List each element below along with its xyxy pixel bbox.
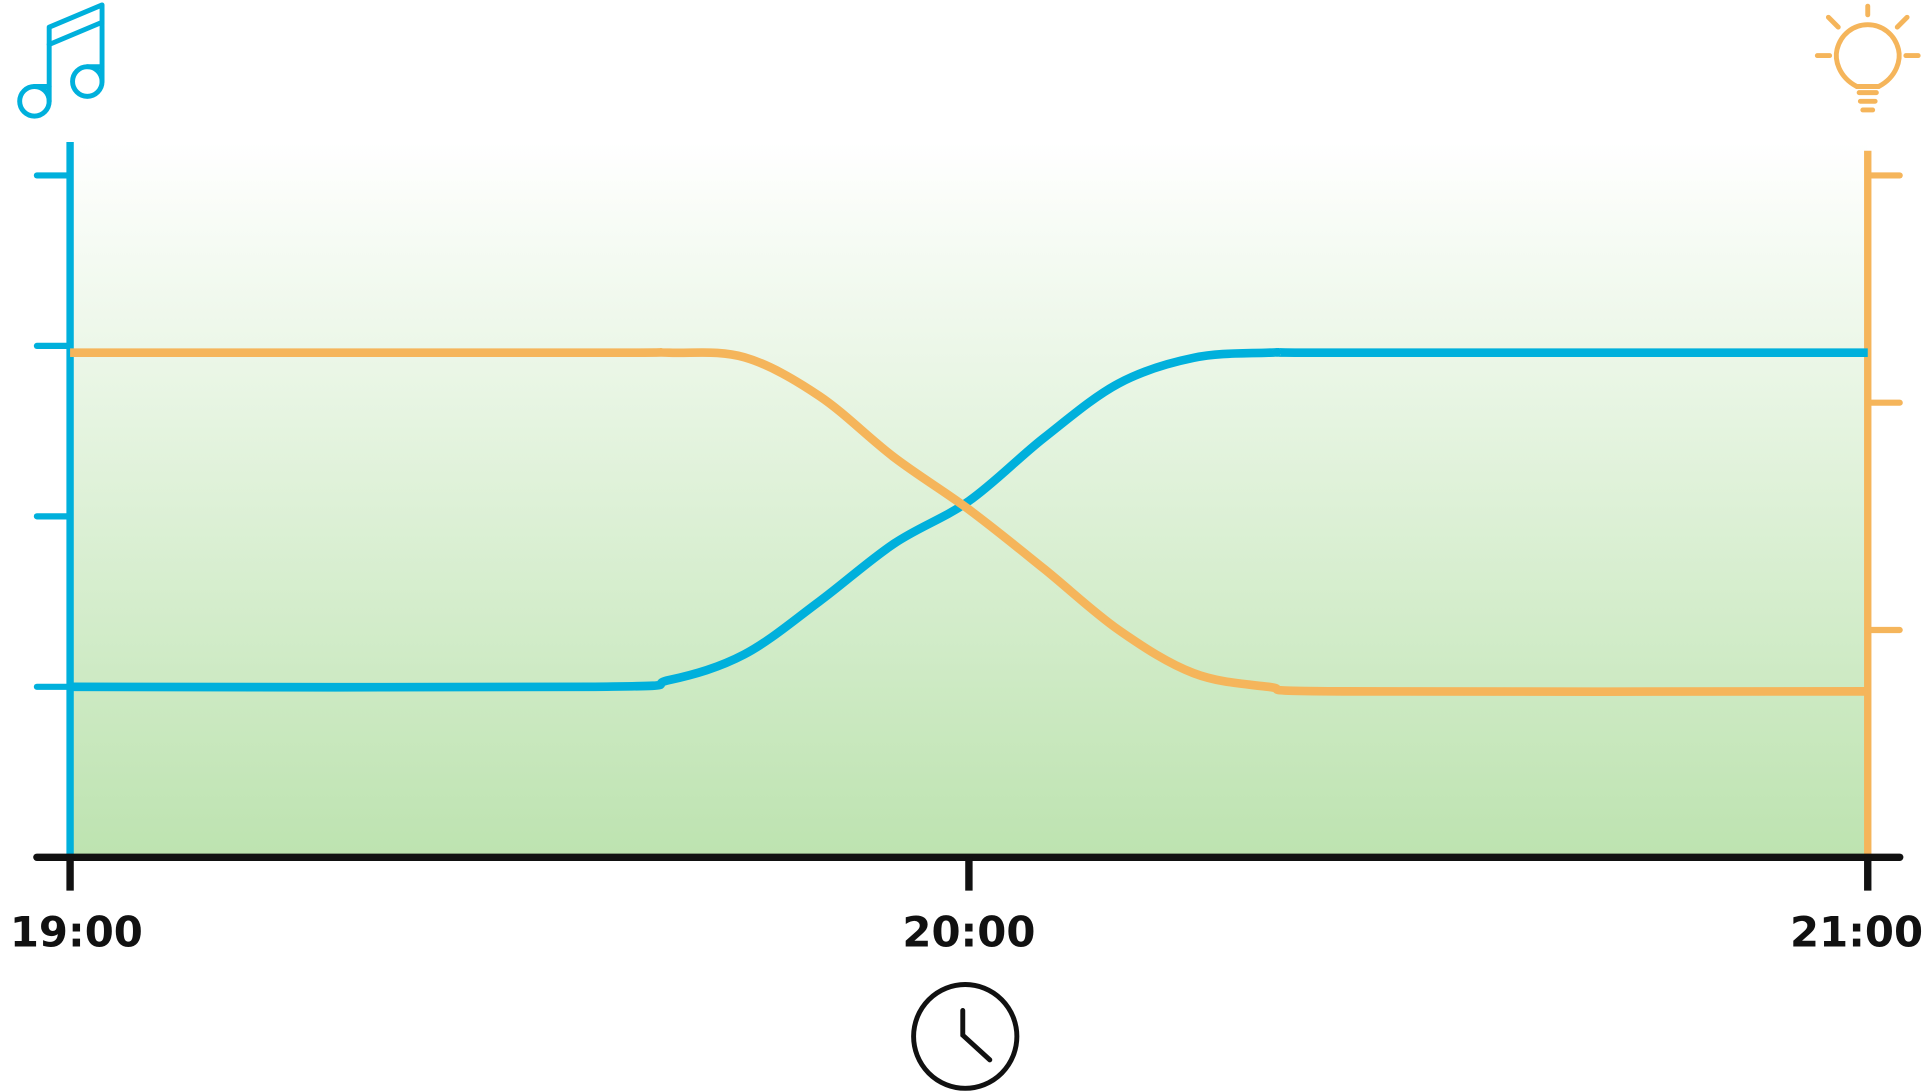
x-tick-label: 19:00	[10, 908, 143, 957]
clock-icon	[911, 982, 1020, 1091]
bulb-icon	[1814, 3, 1921, 113]
music-icon	[17, 2, 105, 119]
line-series	[70, 348, 1868, 692]
line-series	[70, 348, 1868, 697]
x-tick-label: 21:00	[1790, 908, 1923, 957]
x-tick-label: 20:00	[902, 908, 1035, 957]
